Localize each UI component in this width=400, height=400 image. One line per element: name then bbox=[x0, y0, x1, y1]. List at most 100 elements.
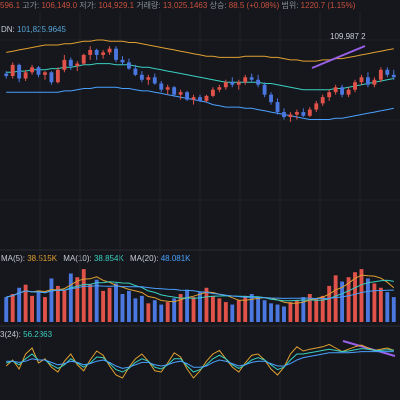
volume-bar-6 bbox=[43, 297, 47, 322]
volume-bar-57 bbox=[372, 283, 377, 322]
volume-bar-49 bbox=[320, 295, 325, 322]
volume-bar-5 bbox=[36, 292, 41, 322]
volume-bar-15 bbox=[101, 290, 106, 322]
candle-body-37 bbox=[243, 77, 248, 83]
candle-body-43 bbox=[282, 112, 286, 118]
candle-body-11 bbox=[75, 63, 80, 67]
volume-bar-42 bbox=[275, 304, 280, 322]
candle-body-60 bbox=[391, 74, 396, 78]
volume-bar-44 bbox=[288, 302, 293, 322]
candle-body-24 bbox=[159, 83, 164, 90]
oscillator-line-0 bbox=[5, 343, 394, 379]
candle-body-59 bbox=[385, 69, 390, 75]
candle-body-0 bbox=[4, 73, 9, 77]
price-trendline bbox=[311, 45, 366, 69]
candle-body-19 bbox=[127, 62, 131, 69]
candle-body-14 bbox=[94, 49, 99, 55]
panel-separators bbox=[0, 249, 400, 327]
candle-body-35 bbox=[230, 82, 235, 85]
volume-bar-47 bbox=[307, 294, 312, 322]
candle-body-13 bbox=[88, 49, 93, 55]
volume-ma-legend: MA(5): 38.515K MA(10): 38.854K MA(20): 4… bbox=[1, 254, 191, 264]
candle-body-38 bbox=[249, 77, 254, 80]
volume-bar-2 bbox=[17, 287, 22, 322]
volume-value: 13,025.1463 bbox=[162, 1, 208, 10]
candle-body-25 bbox=[165, 87, 170, 90]
volume-bar-19 bbox=[127, 290, 131, 322]
candle-body-12 bbox=[81, 54, 86, 64]
range-value: 1220.7 (1.15%) bbox=[300, 1, 356, 10]
volume-bar-13 bbox=[88, 284, 93, 322]
volume-bar-28 bbox=[185, 289, 190, 322]
candle-body-8 bbox=[55, 69, 60, 83]
volume-bar-4 bbox=[30, 295, 35, 322]
candle-body-18 bbox=[120, 59, 125, 63]
candle-body-1 bbox=[10, 64, 15, 77]
change-label: 상승: bbox=[209, 1, 227, 10]
candle-body-32 bbox=[210, 89, 215, 96]
candle-body-50 bbox=[327, 92, 332, 98]
volume-bar-30 bbox=[198, 292, 202, 322]
high-value: 106,149.0 bbox=[41, 1, 78, 10]
volume-bar-0 bbox=[4, 297, 9, 322]
volume-bar-45 bbox=[294, 300, 299, 322]
candle-body-49 bbox=[320, 97, 325, 104]
candle-body-52 bbox=[340, 87, 345, 95]
volume-bar-38 bbox=[249, 294, 254, 322]
volume-bar-18 bbox=[120, 294, 125, 322]
volume-bars bbox=[4, 269, 396, 322]
change-value: 88.5 (+0.08%) bbox=[228, 1, 280, 10]
candle-body-20 bbox=[133, 68, 138, 75]
volume-bar-35 bbox=[230, 304, 235, 322]
candle-body-33 bbox=[217, 87, 222, 90]
candle-body-22 bbox=[146, 77, 151, 80]
volume-bar-37 bbox=[243, 295, 248, 322]
volume-bar-32 bbox=[210, 295, 215, 322]
volume-label: 거래량: bbox=[136, 1, 161, 10]
candle-body-4 bbox=[30, 67, 35, 73]
volume-bar-24 bbox=[159, 304, 164, 322]
volume-bar-12 bbox=[81, 269, 86, 322]
candle-body-42 bbox=[275, 102, 280, 113]
low-label: 저가: bbox=[79, 1, 97, 10]
volume-bar-31 bbox=[204, 287, 209, 322]
high-label: 고가: bbox=[22, 1, 40, 10]
volume-ma5-line bbox=[6, 274, 395, 304]
candle-body-39 bbox=[256, 79, 261, 85]
volume-bar-39 bbox=[256, 297, 261, 322]
candle-body-21 bbox=[139, 74, 144, 80]
volume-bar-16 bbox=[107, 287, 112, 322]
candle-body-31 bbox=[204, 95, 209, 101]
candle-body-26 bbox=[172, 87, 177, 95]
grid-lines bbox=[0, 12, 400, 400]
open-value: 596.1 bbox=[0, 1, 21, 10]
candle-body-36 bbox=[236, 82, 241, 85]
price-annotation: 109,987.2 bbox=[330, 32, 366, 41]
range-label: 범위: bbox=[281, 1, 299, 10]
volume-bar-22 bbox=[146, 303, 151, 322]
candle-body-44 bbox=[288, 114, 293, 118]
candle-body-10 bbox=[68, 59, 73, 67]
low-value: 104,929.1 bbox=[98, 1, 135, 10]
volume-bar-50 bbox=[327, 285, 332, 322]
volume-bar-53 bbox=[346, 277, 351, 322]
volume-bar-23 bbox=[152, 300, 157, 322]
candle-body-7 bbox=[49, 72, 54, 83]
candle-body-56 bbox=[365, 77, 370, 85]
candle-body-48 bbox=[314, 103, 319, 110]
ohlc-header: 596.1 고가: 106,149.0 저가: 104,929.1 거래량: 1… bbox=[0, 1, 355, 11]
volume-ma20-line bbox=[6, 285, 394, 300]
candle-body-34 bbox=[223, 82, 228, 88]
oscillator-value: 56.2363 bbox=[23, 330, 53, 339]
volume-bar-14 bbox=[94, 279, 99, 322]
ma5-value: 38.515K bbox=[27, 254, 58, 263]
candlestick-series bbox=[4, 46, 396, 122]
volume-bar-41 bbox=[269, 303, 273, 322]
ma20-value: 48.081K bbox=[160, 254, 191, 263]
volume-bar-29 bbox=[191, 297, 196, 322]
volume-bar-26 bbox=[172, 298, 177, 322]
candle-body-9 bbox=[62, 59, 67, 70]
volume-bar-59 bbox=[385, 292, 390, 322]
volume-bar-48 bbox=[314, 298, 319, 322]
